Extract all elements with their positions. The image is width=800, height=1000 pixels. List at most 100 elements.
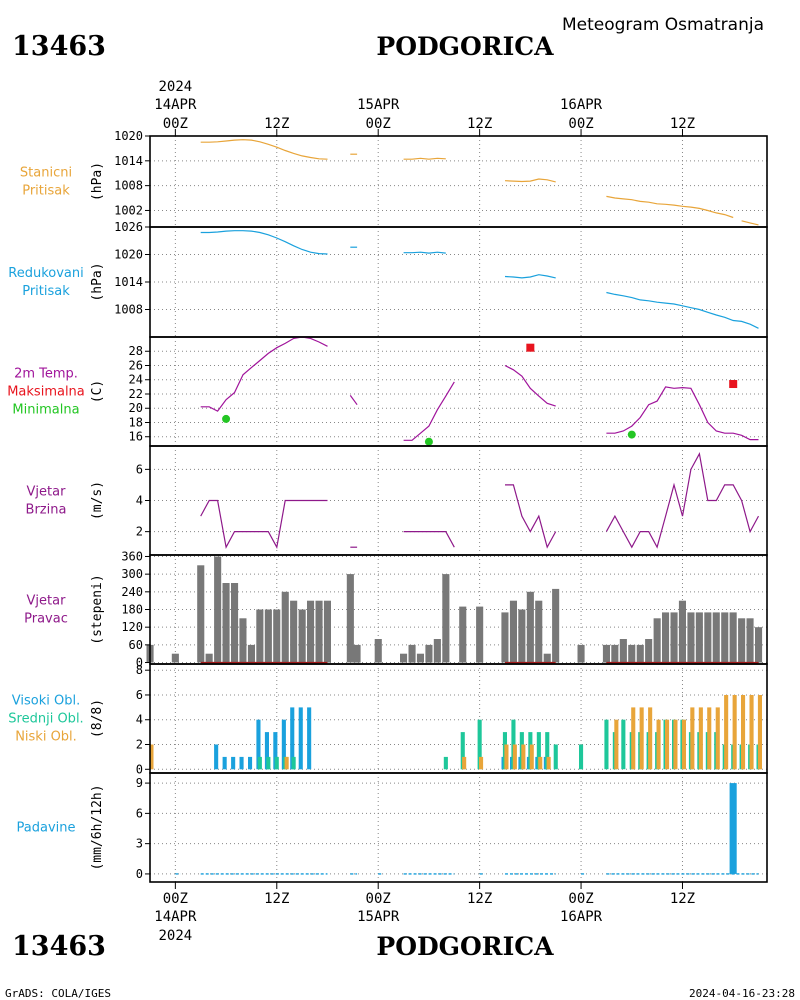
top-time-label: 00Z xyxy=(366,116,391,132)
y-tick-label: 26 xyxy=(129,358,143,372)
panel-frame xyxy=(149,336,768,447)
y-tick-label: 4 xyxy=(136,713,143,727)
bar xyxy=(239,756,244,770)
bar xyxy=(648,707,653,770)
bar xyxy=(690,707,695,770)
y-tick-label: 1014 xyxy=(114,154,143,168)
panel-label: Stanicni xyxy=(20,166,72,181)
bottom-time-axis: 00Z 14APR 2024 12Z 00Z 15APR 12Z 00Z 16APR 12Z xyxy=(154,882,695,944)
bottom-time-label: 12Z xyxy=(467,891,492,907)
bar xyxy=(214,556,222,663)
y-tick-label: 0 xyxy=(136,867,143,881)
bar xyxy=(273,609,281,663)
panel-label: Minimalna xyxy=(12,403,79,418)
y-unit-label: (hPa) xyxy=(90,262,105,301)
panel-frame xyxy=(149,135,768,228)
bar xyxy=(231,583,239,663)
series-line xyxy=(505,484,557,549)
bar xyxy=(521,744,526,770)
min-temp-marker xyxy=(222,414,231,423)
y-unit-label: (8/8) xyxy=(90,699,105,738)
bar xyxy=(266,756,271,770)
y-tick-label: 1020 xyxy=(114,129,143,143)
bar xyxy=(459,606,467,663)
bar xyxy=(695,612,703,663)
series-line xyxy=(200,499,328,549)
panel-label: Brzina xyxy=(26,503,67,518)
bar xyxy=(529,744,534,770)
bar xyxy=(729,783,737,874)
y-tick-label: 0 xyxy=(136,656,143,670)
bar xyxy=(501,612,509,663)
bar xyxy=(222,583,230,663)
series-line xyxy=(200,139,328,160)
top-time-axis: 2024 14APR 00Z 12Z 15APR 00Z 12Z 16APR 00Z 12Z xyxy=(154,79,695,136)
bar xyxy=(545,732,550,770)
bar xyxy=(247,644,255,663)
y-tick-label: 6 xyxy=(136,806,143,820)
top-time-label: 12Z xyxy=(467,116,492,132)
bar xyxy=(433,639,441,663)
panel-reduced_pressure: 1026 1020 1014 1008 (hPa) Redukovani Pritisak xyxy=(8,220,768,338)
bar xyxy=(264,732,269,770)
min-temp-marker xyxy=(627,430,636,439)
y-tick-label: 20 xyxy=(129,401,143,415)
bar xyxy=(222,756,227,770)
series-line xyxy=(504,274,556,279)
bar xyxy=(274,756,279,770)
bar xyxy=(579,744,584,770)
bar xyxy=(653,618,661,663)
panel-label: Niski Obl. xyxy=(15,730,77,745)
panels: 1020101410081002(hPa)StanicniPritisak102… xyxy=(7,129,768,883)
footer-station-name: PODGORICA xyxy=(376,932,554,961)
y-tick-label: 120 xyxy=(121,620,143,634)
y-tick-label: 1008 xyxy=(114,303,143,317)
series-line xyxy=(606,291,759,329)
y-unit-label: (mm/6h/12h) xyxy=(90,784,105,870)
top-time-label: 12Z xyxy=(264,116,289,132)
bottom-time-label: 16APR xyxy=(560,909,603,925)
y-tick-label: 8 xyxy=(136,663,143,677)
y-unit-label: (stepeni) xyxy=(90,574,105,644)
bar xyxy=(704,612,712,663)
bar xyxy=(712,612,720,663)
series-line xyxy=(741,220,759,226)
panel-label: Redukovani xyxy=(8,266,83,281)
bar xyxy=(552,588,560,663)
panel-label: Pritisak xyxy=(22,284,70,299)
y-unit-label: (m/s) xyxy=(90,481,105,520)
bottom-time-label: 00Z xyxy=(163,891,188,907)
y-tick-label: 1026 xyxy=(114,220,143,234)
y-tick-label: 24 xyxy=(129,373,143,387)
bar xyxy=(408,644,416,663)
series-line xyxy=(403,531,455,548)
bar xyxy=(611,644,619,663)
panel-label: Maksimalna xyxy=(7,385,85,400)
y-tick-label: 2 xyxy=(136,525,143,539)
y-tick-label: 9 xyxy=(136,776,143,790)
bar xyxy=(374,639,382,663)
series-line xyxy=(606,195,734,219)
bar xyxy=(257,756,262,770)
bar xyxy=(298,609,306,663)
top-time-label: 12Z xyxy=(670,116,695,132)
footer-credit: GrADS: COLA/IGES xyxy=(5,987,111,1000)
bottom-time-label: 12Z xyxy=(264,891,289,907)
series-line xyxy=(200,230,328,255)
bar xyxy=(511,719,516,770)
footer-station-id: 13463 xyxy=(12,931,106,962)
y-tick-label: 6 xyxy=(136,462,143,476)
bar xyxy=(526,591,534,663)
bar xyxy=(543,653,551,663)
bar xyxy=(205,653,213,663)
bottom-time-label: 00Z xyxy=(366,891,391,907)
bar xyxy=(662,612,670,663)
bar xyxy=(443,756,448,770)
y-tick-label: 2 xyxy=(136,738,143,752)
series-line xyxy=(403,157,446,160)
bar xyxy=(518,609,526,663)
bar xyxy=(307,600,315,663)
top-time-label: 14APR xyxy=(154,97,197,113)
